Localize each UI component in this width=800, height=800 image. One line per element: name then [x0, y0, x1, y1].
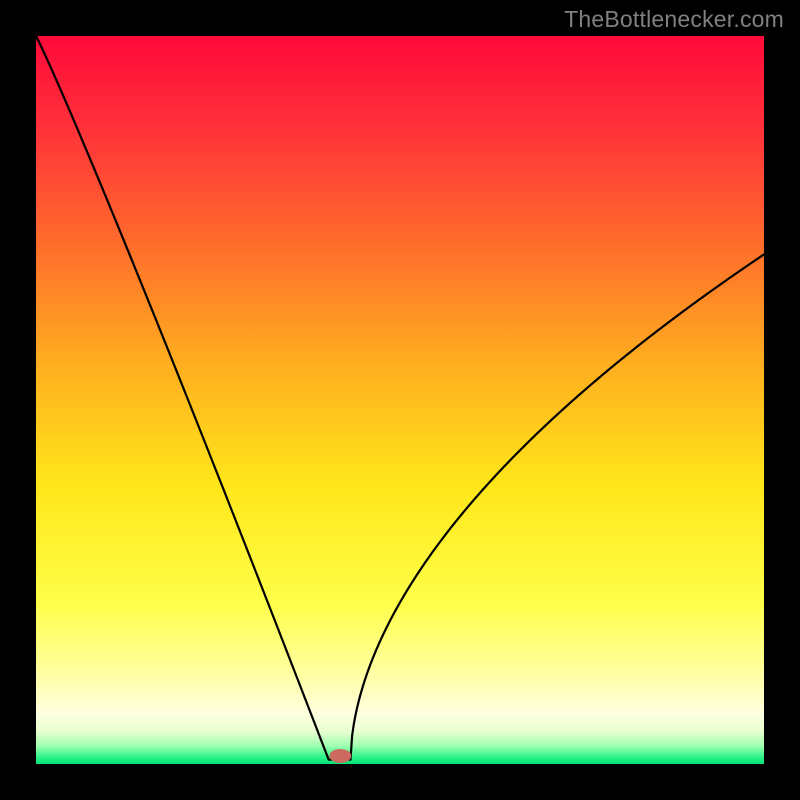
chart-frame: TheBottlenecker.com: [0, 0, 800, 800]
optimal-point-marker: [329, 749, 351, 763]
plot-area: [36, 36, 764, 764]
bottleneck-curve: [36, 36, 764, 764]
watermark-text: TheBottlenecker.com: [564, 6, 784, 33]
